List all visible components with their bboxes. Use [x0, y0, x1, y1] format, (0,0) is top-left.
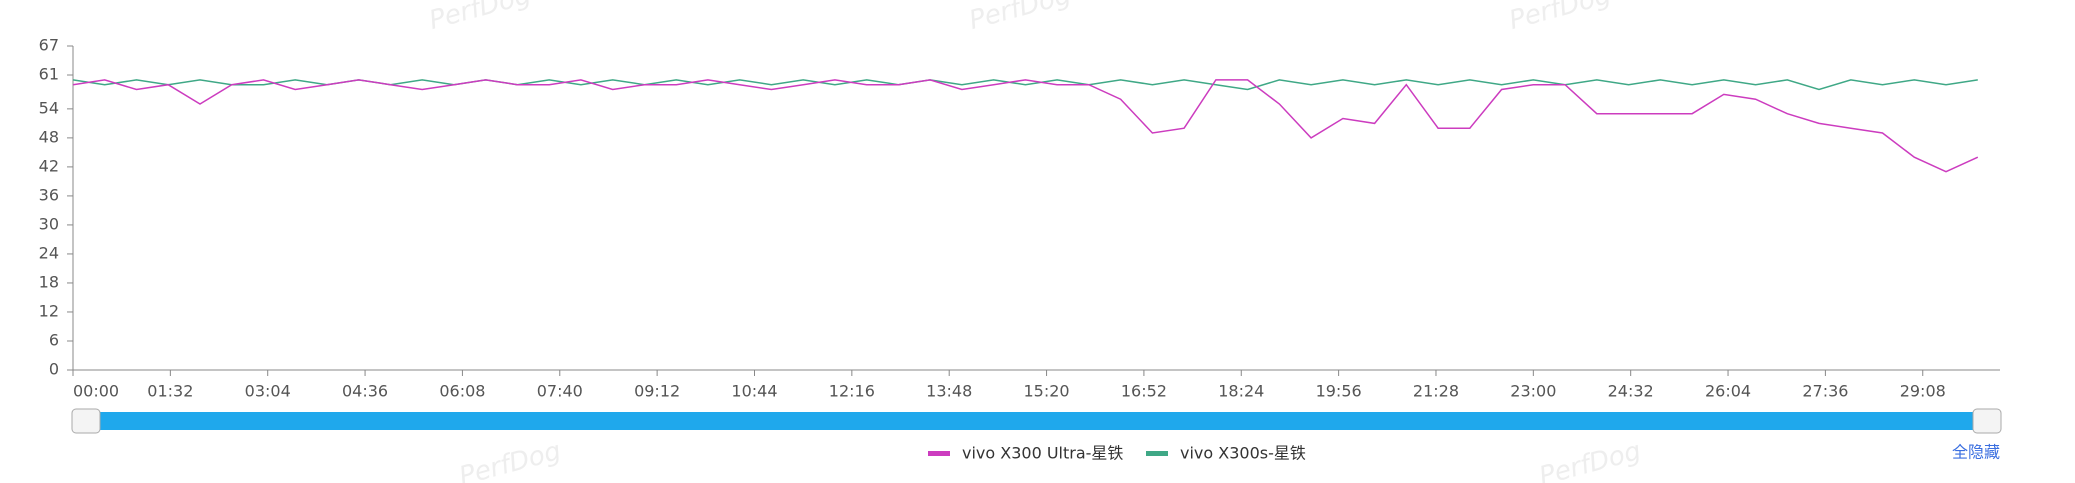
legend-swatch[interactable]	[1146, 451, 1168, 456]
y-tick-label: 61	[39, 65, 59, 84]
x-tick-label: 16:52	[1121, 382, 1167, 401]
series-line	[72, 79, 1978, 91]
x-tick-label: 26:04	[1705, 382, 1751, 401]
x-tick-label: 06:08	[439, 382, 485, 401]
x-tick-label: 29:08	[1900, 382, 1946, 401]
x-tick-label: 21:28	[1413, 382, 1459, 401]
y-tick-label: 54	[39, 98, 59, 117]
series-line	[72, 79, 1979, 173]
x-tick-label: 10:44	[731, 382, 777, 401]
watermark: PerfDog	[456, 436, 564, 483]
y-tick-label: 6	[49, 330, 59, 349]
y-tick-label: 30	[39, 214, 59, 233]
x-tick-label: 09:12	[634, 382, 680, 401]
y-tick-label: 0	[49, 360, 59, 379]
watermark: PerfDog	[966, 0, 1074, 36]
x-tick-label: 13:48	[926, 382, 972, 401]
watermark: PerfDog	[1506, 0, 1614, 36]
slider-handle[interactable]	[71, 408, 101, 434]
x-tick-label: 24:32	[1608, 382, 1654, 401]
x-tick-label: 01:32	[147, 382, 193, 401]
x-tick-label: 23:00	[1510, 382, 1556, 401]
x-tick-label: 19:56	[1316, 382, 1362, 401]
y-tick-label: 18	[39, 272, 59, 291]
x-tick-label: 00:00	[73, 382, 119, 401]
legend-swatch[interactable]	[928, 451, 950, 456]
y-tick-label: 36	[39, 185, 59, 204]
y-tick-label: 42	[39, 156, 59, 175]
watermark: PerfDog	[1536, 436, 1644, 483]
x-tick-label: 27:36	[1802, 382, 1848, 401]
x-tick-label: 03:04	[245, 382, 291, 401]
x-tick-label: 15:20	[1023, 382, 1069, 401]
x-tick-label: 07:40	[537, 382, 583, 401]
x-tick-label: 04:36	[342, 382, 388, 401]
legend-label[interactable]: vivo X300s-星铁	[1180, 444, 1306, 463]
y-tick-label: 12	[39, 301, 59, 320]
x-tick-label: 12:16	[829, 382, 875, 401]
legend-label[interactable]: vivo X300 Ultra-星铁	[962, 444, 1123, 463]
y-tick-label: 48	[39, 127, 59, 146]
slider-handle[interactable]	[1972, 408, 2002, 434]
y-tick-label: 24	[39, 243, 59, 262]
x-tick-label: 18:24	[1218, 382, 1264, 401]
y-tick-label: 67	[39, 36, 59, 55]
watermark: PerfDog	[426, 0, 534, 36]
hide-all-button[interactable]: 全隐藏	[1952, 443, 2000, 462]
zoom-slider[interactable]	[76, 412, 1986, 430]
